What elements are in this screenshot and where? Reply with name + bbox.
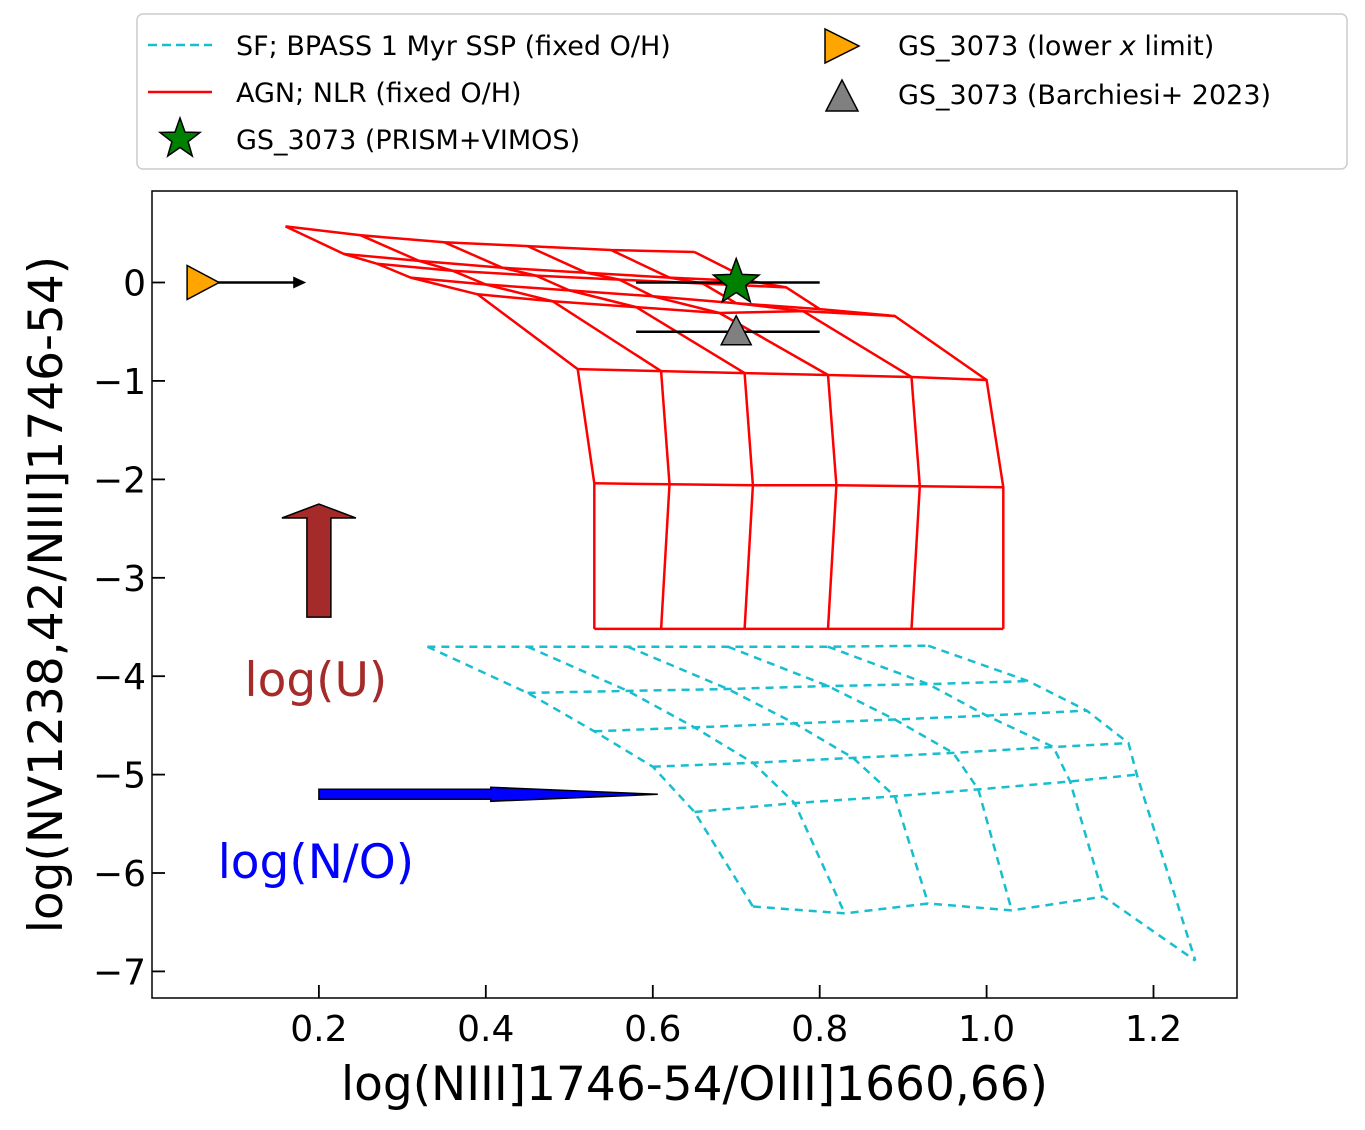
legend-entry-agn: AGN; NLR (fixed O/H) <box>148 78 522 109</box>
logu-label: log(U) <box>245 653 388 708</box>
sf-grid-col-3 <box>727 645 1013 911</box>
y-tick-label: −1 <box>93 362 146 403</box>
legend-lower-limit-label-pre: GS_3073 (lower <box>898 31 1120 62</box>
lower-limit-arrow-head-icon <box>293 276 307 289</box>
legend-star-label: GS_3073 (PRISM+VIMOS) <box>236 125 580 156</box>
x-tick-label: 0.8 <box>791 1009 848 1050</box>
legend-entry-lower-limit: GS_3073 (lower x limit) <box>824 27 1214 65</box>
agn-grid-col-0 <box>284 225 596 629</box>
agn-grid-col-4 <box>610 248 922 629</box>
x-tick-label: 0.4 <box>457 1009 514 1050</box>
legend-triangle-up-icon <box>824 78 860 112</box>
sf-grid-row-0 <box>427 644 929 648</box>
agn-grid-col-1 <box>360 234 671 629</box>
legend-entry-star: GS_3073 (PRISM+VIMOS) <box>157 115 580 158</box>
sf-grid-col-1 <box>527 645 846 914</box>
x-tick-label: 1.2 <box>1125 1009 1182 1050</box>
legend-lower-limit-label-post: limit) <box>1136 31 1215 62</box>
agn-grid-row-4 <box>477 293 895 318</box>
sf-grid-col-4 <box>827 645 1105 897</box>
y-tick-label: −6 <box>93 854 146 895</box>
sf-grid-row-4 <box>694 773 1137 814</box>
legend-frame <box>136 13 1348 170</box>
sf-grid-row-1 <box>527 679 1029 695</box>
annotations: log(U) log(N/O) <box>218 503 658 890</box>
axis-ticks: 0.2 0.4 0.6 0.8 1.0 1.2 0 −1 −2 −3 −4 −5 −6 −7 <box>93 264 1182 1051</box>
legend-sf-label: SF; BPASS 1 Myr SSP (fixed O/H) <box>236 31 671 62</box>
legend-agn-label: AGN; NLR (fixed O/H) <box>236 78 522 109</box>
gs3073-lower-limit-triangle <box>186 264 221 301</box>
sf-grid-col-0 <box>426 645 754 908</box>
plot-frame <box>151 190 1238 999</box>
legend-lower-limit-label: GS_3073 (lower x limit) <box>898 31 1214 62</box>
y-axis-label: log(NV1238,42/NIII]1746-54) <box>19 256 74 933</box>
y-tick-label: −4 <box>93 657 146 698</box>
x-tick-label: 0.2 <box>290 1009 347 1050</box>
agn-grid-row-6 <box>594 482 1004 489</box>
agn-grid-row-5 <box>577 367 987 382</box>
legend-lower-limit-label-var: x <box>1119 31 1137 62</box>
y-tick-label: 0 <box>123 264 146 305</box>
x-tick-label: 1.0 <box>958 1009 1015 1050</box>
logno-label: log(N/O) <box>218 835 414 890</box>
gs3073-barchiesi-triangle <box>719 314 753 346</box>
legend-star-icon <box>157 115 203 158</box>
agn-grid-row-2 <box>377 262 787 289</box>
agn-grid-col-2 <box>443 241 755 629</box>
agn-grid-row-0 <box>285 225 695 254</box>
x-tick-label: 0.6 <box>624 1009 681 1050</box>
agn-grid-col-3 <box>527 244 838 629</box>
logno-arrow-icon <box>318 786 658 803</box>
agn-grid-row-1 <box>343 252 753 283</box>
legend-triangle-right-icon <box>824 27 861 65</box>
gs3073-prism-vimos-star <box>711 256 762 304</box>
x-axis-label: log(NIII]1746-54/OIII]1660,66) <box>341 1057 1048 1112</box>
legend-entry-sf: SF; BPASS 1 Myr SSP (fixed O/H) <box>148 31 671 62</box>
y-tick-label: −2 <box>93 460 146 501</box>
sf-grid-row-3 <box>652 741 1129 768</box>
y-tick-label: −7 <box>93 952 146 993</box>
sf-grid-col-5 <box>927 644 1197 961</box>
data-points <box>186 256 820 346</box>
sf-grid-row-2 <box>594 709 1087 733</box>
logu-arrow-icon <box>281 503 357 618</box>
y-tick-label: −3 <box>93 559 146 600</box>
agn-grid-col-5 <box>693 250 1005 629</box>
legend: SF; BPASS 1 Myr SSP (fixed O/H) AGN; NLR… <box>136 13 1348 170</box>
y-tick-label: −5 <box>93 756 146 797</box>
legend-barchiesi-label: GS_3073 (Barchiesi+ 2023) <box>898 80 1271 111</box>
model-grids <box>284 225 1197 962</box>
sf-grid-row-5 <box>752 895 1197 962</box>
sf-grid-col-2 <box>627 645 930 904</box>
legend-entry-barchiesi: GS_3073 (Barchiesi+ 2023) <box>824 78 1271 112</box>
